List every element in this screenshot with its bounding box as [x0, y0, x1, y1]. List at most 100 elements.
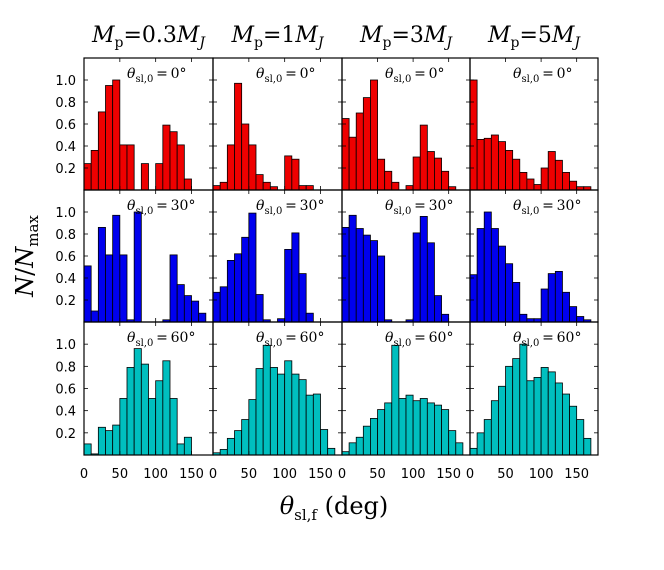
bar-r1-c4-bin5	[498, 141, 506, 191]
bar-r3-c1-bin6	[119, 398, 128, 456]
bar-r1-c4-bin1	[469, 79, 478, 191]
bar-r1-c3-bin14	[434, 157, 442, 191]
bar-r3-c2-bin9	[269, 367, 278, 456]
bar-r1-c4-bin7	[512, 158, 521, 191]
bar-r1-c2-bin1	[212, 185, 221, 191]
column-title-4: Mp=5MJ	[487, 23, 581, 51]
bar-r3-c4-bin2	[476, 432, 485, 456]
panel-r3-c2: θsl,0 = 60°	[212, 321, 343, 456]
panel-annotation-r2-c1: θsl,0 = 30°	[127, 198, 195, 217]
panel-r3-c3: θsl,0 = 60°	[341, 321, 471, 456]
bar-r3-c4-bin7	[512, 358, 521, 456]
column-title-2: Mp=1MJ	[230, 23, 324, 51]
bar-r1-c2-bin14	[305, 185, 314, 191]
bar-r3-c1-bin1	[83, 443, 92, 456]
y-tick-label-r3: 0.2	[55, 427, 76, 442]
bar-r1-c3-bin8	[391, 181, 400, 191]
panel-annotation-r3-c2: θsl,0 = 60°	[256, 330, 324, 349]
bar-r3-c2-bin11	[284, 360, 293, 456]
bar-r1-c4-bin6	[505, 149, 514, 191]
bar-r3-c4-bin6	[505, 365, 514, 456]
bar-r2-c4-bin4	[490, 228, 499, 323]
bar-r3-c4-bin9	[526, 380, 535, 456]
bar-r3-c1-bin14	[176, 443, 185, 456]
bar-r1-c1-bin15	[183, 178, 192, 191]
bar-r2-c2-bin11	[284, 248, 293, 323]
y-tick-label-r3: 0.6	[55, 383, 76, 398]
bar-r2-c2-bin5	[241, 236, 250, 323]
bar-r3-c1-bin11	[155, 380, 164, 456]
y-tick-labels: 0.2 0.4 0.6 0.8 1.0 0.2 0.4 0.6 0.8 1.0 0.2 0.4 0.6 0…	[55, 74, 76, 442]
panel-ticks-r2-c2	[212, 190, 342, 322]
y-tick-label-r2: 0.8	[55, 228, 76, 243]
bar-r1-c2-bin8	[262, 181, 271, 191]
y-tick-label-r1: 0.2	[55, 162, 76, 177]
panel-annotation-r1-c3: θsl,0 = 0°	[385, 66, 445, 85]
bar-r3-c1-bin13	[169, 398, 178, 456]
panel-ticks-r1-c2	[212, 58, 342, 190]
bar-r2-c2-bin4	[234, 253, 243, 323]
bar-r3-c1-bin8	[133, 348, 142, 456]
bar-r1-c2-bin5	[241, 123, 250, 191]
bar-r3-c4-bin16	[576, 419, 585, 456]
panel-ticks-r3-c3	[341, 322, 470, 455]
bar-r1-c3-bin1	[341, 118, 350, 191]
bar-r2-c1-bin3	[97, 226, 106, 323]
bar-r2-c1-bin17	[198, 312, 207, 323]
bar-r2-c4-bin2	[476, 228, 485, 323]
bar-r3-c1-bin7	[126, 367, 135, 456]
x-tick-label-c1: 100	[143, 467, 168, 482]
bar-r2-c1-bin4	[105, 254, 114, 323]
bar-r3-c3-bin13	[426, 402, 435, 456]
x-tick-label-c4: 0	[466, 467, 474, 482]
bar-r3-c3-bin10	[405, 394, 414, 456]
bar-r3-c4-bin12	[547, 371, 556, 456]
bar-r3-c3-bin3	[355, 436, 364, 456]
bar-r3-c3-bin9	[398, 398, 407, 456]
y-tick-label-r3: 0.8	[55, 360, 76, 375]
bar-r2-c3-bin12	[419, 215, 428, 323]
bar-r2-c3-bin6	[377, 255, 386, 323]
bar-r1-c2-bin2	[219, 181, 228, 191]
bar-r3-c3-bin15	[441, 409, 450, 456]
bar-r2-c3-bin3	[355, 228, 364, 323]
panel-annotation-r1-c4: θsl,0 = 0°	[513, 66, 573, 85]
bar-r3-c2-bin3	[226, 437, 235, 456]
y-tick-label-r1: 1.0	[55, 74, 76, 89]
bar-r2-c3-bin5	[370, 240, 378, 323]
bar-r3-c1-bin5	[112, 424, 121, 456]
bar-r2-c4-bin11	[540, 288, 549, 323]
bar-r2-c4-bin6	[505, 263, 514, 323]
bar-r1-c3-bin5	[370, 79, 378, 191]
bar-r1-c2-bin7	[255, 174, 264, 191]
bar-r3-c2-bin2	[219, 449, 228, 456]
panel-ticks-r3-c2	[212, 322, 342, 455]
x-tick-label-c2: 50	[241, 467, 258, 482]
bar-r3-c1-bin10	[148, 398, 157, 456]
x-tick-label-c3: 50	[369, 467, 386, 482]
panel-ticks-r1-c3	[341, 58, 470, 190]
panels: θsl,0 = 0° θsl,0 = 0° θsl,0 = 0° θsl,0 = 0°…	[83, 57, 599, 456]
bar-r3-c2-bin16	[320, 429, 329, 456]
bar-r3-c4-bin4	[490, 400, 499, 456]
panel-annotation-r1-c2: θsl,0 = 0°	[256, 66, 316, 85]
bar-r2-c4-bin3	[483, 211, 492, 323]
bar-r1-c4-bin9	[526, 178, 535, 191]
bar-r2-c3-bin1	[341, 226, 350, 323]
bar-r2-c1-bin1	[83, 265, 92, 323]
panel-r1-c1: θsl,0 = 0°	[83, 57, 214, 191]
bar-r1-c3-bin13	[426, 151, 435, 191]
bar-r3-c4-bin8	[519, 343, 528, 456]
bar-r3-c4-bin13	[554, 382, 563, 456]
x-tick-label-c1: 150	[179, 467, 204, 482]
bar-r3-c4-bin11	[540, 367, 549, 456]
x-tick-label-c3: 100	[401, 467, 426, 482]
bar-r3-c3-bin11	[412, 400, 421, 456]
y-tick-label-r2: 1.0	[55, 206, 76, 221]
bar-r2-c1-bin15	[183, 295, 192, 323]
bar-r1-c4-bin12	[547, 151, 556, 191]
bar-r2-c2-bin12	[291, 232, 300, 323]
bar-r3-c4-bin10	[533, 377, 542, 456]
bar-r2-c3-bin15	[441, 313, 450, 323]
panel-r3-c4: θsl,0 = 60°	[469, 321, 599, 456]
